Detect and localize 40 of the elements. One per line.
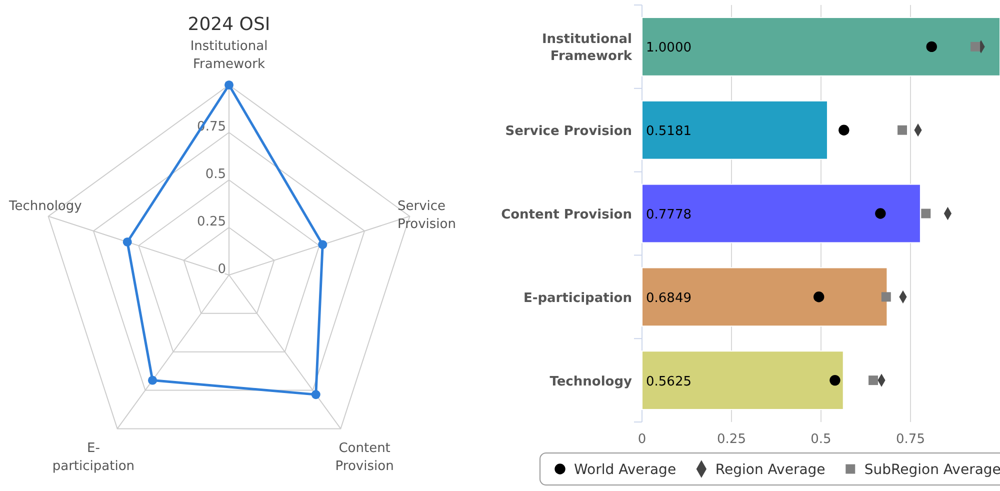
bar xyxy=(642,17,1000,76)
point xyxy=(926,41,937,52)
bar xyxy=(642,100,828,160)
point xyxy=(814,292,824,302)
y-tick-label: Content Provision xyxy=(501,208,632,222)
data-label: 1.0000 xyxy=(646,40,692,56)
x-tick-label: 0.5 xyxy=(810,432,832,448)
point xyxy=(830,374,840,386)
point xyxy=(970,42,980,52)
x-tick-label: 0.25 xyxy=(717,432,746,448)
y-tick-label: Service Provision xyxy=(505,124,632,140)
y-tick-label: 0 xyxy=(218,262,226,277)
spoke-label: E-participation xyxy=(52,441,135,474)
spoke-label: Content Provision xyxy=(335,441,394,474)
legend-label: World Average xyxy=(574,462,676,478)
y-tick-label: E-participation xyxy=(523,290,632,306)
chart-title: 2024 OSI xyxy=(188,14,270,35)
data-label: 0.7778 xyxy=(646,208,692,222)
point xyxy=(921,208,931,218)
y-tick-label: Institutional Framework xyxy=(542,32,632,64)
data-label: 0.5181 xyxy=(646,124,692,140)
data-label: 0.6849 xyxy=(646,290,692,306)
legend-label: SubRegion Average xyxy=(864,462,1000,478)
legend-label: Region Average xyxy=(715,462,826,478)
point xyxy=(875,208,886,219)
x-tick-label: 0.75 xyxy=(896,432,925,448)
data-label: 0.5625 xyxy=(646,374,692,390)
point xyxy=(881,292,891,302)
x-tick-label: 0 xyxy=(638,432,646,448)
point xyxy=(898,125,908,135)
point xyxy=(838,124,850,136)
y-tick-label: 0.5 xyxy=(205,167,226,182)
y-tick-label: 0.25 xyxy=(197,214,226,230)
y-tick-label: Technology xyxy=(550,374,633,390)
spoke-label: Technology xyxy=(8,198,82,214)
bar xyxy=(642,350,844,410)
bar xyxy=(642,184,921,244)
spoke-label: Service Provision xyxy=(397,198,456,232)
point xyxy=(868,376,878,386)
bar xyxy=(642,267,888,327)
